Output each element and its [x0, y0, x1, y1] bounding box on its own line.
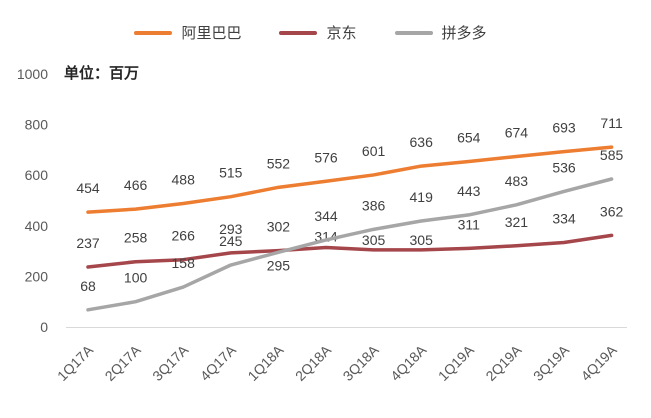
series-line-jd [86, 233, 614, 269]
data-label-alibaba: 693 [552, 120, 576, 136]
legend-swatch-alibaba [134, 30, 173, 35]
x-axis-label: 4Q19A [578, 341, 621, 384]
data-label-jd: 266 [172, 228, 196, 244]
data-label-jd: 237 [76, 235, 100, 251]
data-label-jd: 321 [505, 214, 529, 230]
x-axis-label: 3Q18A [340, 341, 383, 384]
x-axis-label: 1Q17A [54, 341, 97, 384]
data-label-alibaba: 654 [457, 130, 481, 146]
data-label-pinduoduo: 443 [457, 183, 481, 199]
x-axis-label: 2Q17A [102, 341, 145, 384]
data-label-pinduoduo: 68 [80, 278, 96, 294]
x-axis-label: 2Q18A [292, 341, 335, 384]
legend-label-pinduoduo: 拼多多 [441, 25, 487, 42]
x-axis-label: 4Q17A [197, 341, 240, 384]
data-label-alibaba: 711 [600, 115, 623, 131]
x-axis-label: 1Q19A [435, 341, 478, 384]
data-label-alibaba: 515 [219, 165, 243, 181]
data-label-alibaba: 576 [314, 149, 338, 165]
data-label-jd: 311 [458, 216, 481, 232]
legend-item-jd: 京东 [279, 22, 357, 43]
data-label-alibaba: 636 [410, 134, 434, 150]
legend-item-alibaba: 阿里巴巴 [134, 22, 241, 43]
unit-label: 单位：百万 [64, 65, 140, 82]
y-axis-label: 800 [25, 117, 49, 133]
data-label-pinduoduo: 100 [124, 270, 148, 286]
data-label-jd: 362 [600, 203, 624, 219]
data-label-pinduoduo: 536 [552, 159, 576, 175]
data-label-alibaba: 488 [172, 172, 196, 188]
data-label-alibaba: 552 [267, 155, 291, 171]
x-axis-label: 1Q18A [244, 341, 287, 384]
y-axis-label: 1000 [17, 66, 48, 82]
x-axis-label: 2Q19A [482, 341, 525, 384]
data-label-pinduoduo: 386 [362, 197, 386, 213]
data-label-alibaba: 674 [505, 124, 529, 140]
data-label-pinduoduo: 344 [314, 208, 338, 224]
y-axis-label: 200 [25, 268, 49, 284]
legend-swatch-pinduoduo [394, 30, 433, 35]
data-label-pinduoduo: 158 [172, 255, 196, 271]
data-label-pinduoduo: 419 [410, 189, 434, 205]
data-label-pinduoduo: 585 [600, 147, 624, 163]
series-alibaba [86, 145, 614, 214]
data-label-alibaba: 601 [362, 143, 386, 159]
data-label-pinduoduo: 483 [505, 173, 529, 189]
series-jd [86, 233, 614, 269]
data-label-jd: 305 [410, 232, 434, 248]
data-label-alibaba: 454 [76, 180, 100, 196]
y-axis-label: 400 [25, 218, 49, 234]
data-label-jd: 334 [552, 210, 576, 226]
chart-legend: 阿里巴巴 京东 拼多多 [0, 22, 621, 43]
y-axis-label: 600 [25, 167, 49, 183]
data-label-jd: 302 [267, 219, 291, 235]
series-line-alibaba [86, 145, 614, 214]
data-label-pinduoduo: 295 [267, 257, 291, 273]
x-axis-label: 3Q19A [530, 341, 573, 384]
data-label-pinduoduo: 245 [219, 233, 243, 249]
legend-item-pinduoduo: 拼多多 [394, 22, 487, 43]
x-axis-label: 3Q17A [149, 341, 192, 384]
y-axis-label: 0 [40, 319, 48, 335]
data-label-jd: 305 [362, 232, 386, 248]
x-axis-label: 4Q18A [387, 341, 430, 384]
series-pinduoduo [86, 177, 614, 312]
data-label-alibaba: 466 [124, 177, 148, 193]
series-line-pinduoduo [86, 177, 614, 312]
legend-label-alibaba: 阿里巴巴 [181, 25, 242, 42]
legend-label-jd: 京东 [326, 25, 357, 42]
legend-swatch-jd [279, 30, 318, 35]
data-label-jd: 258 [124, 230, 148, 246]
data-label-jd: 293 [219, 221, 243, 237]
